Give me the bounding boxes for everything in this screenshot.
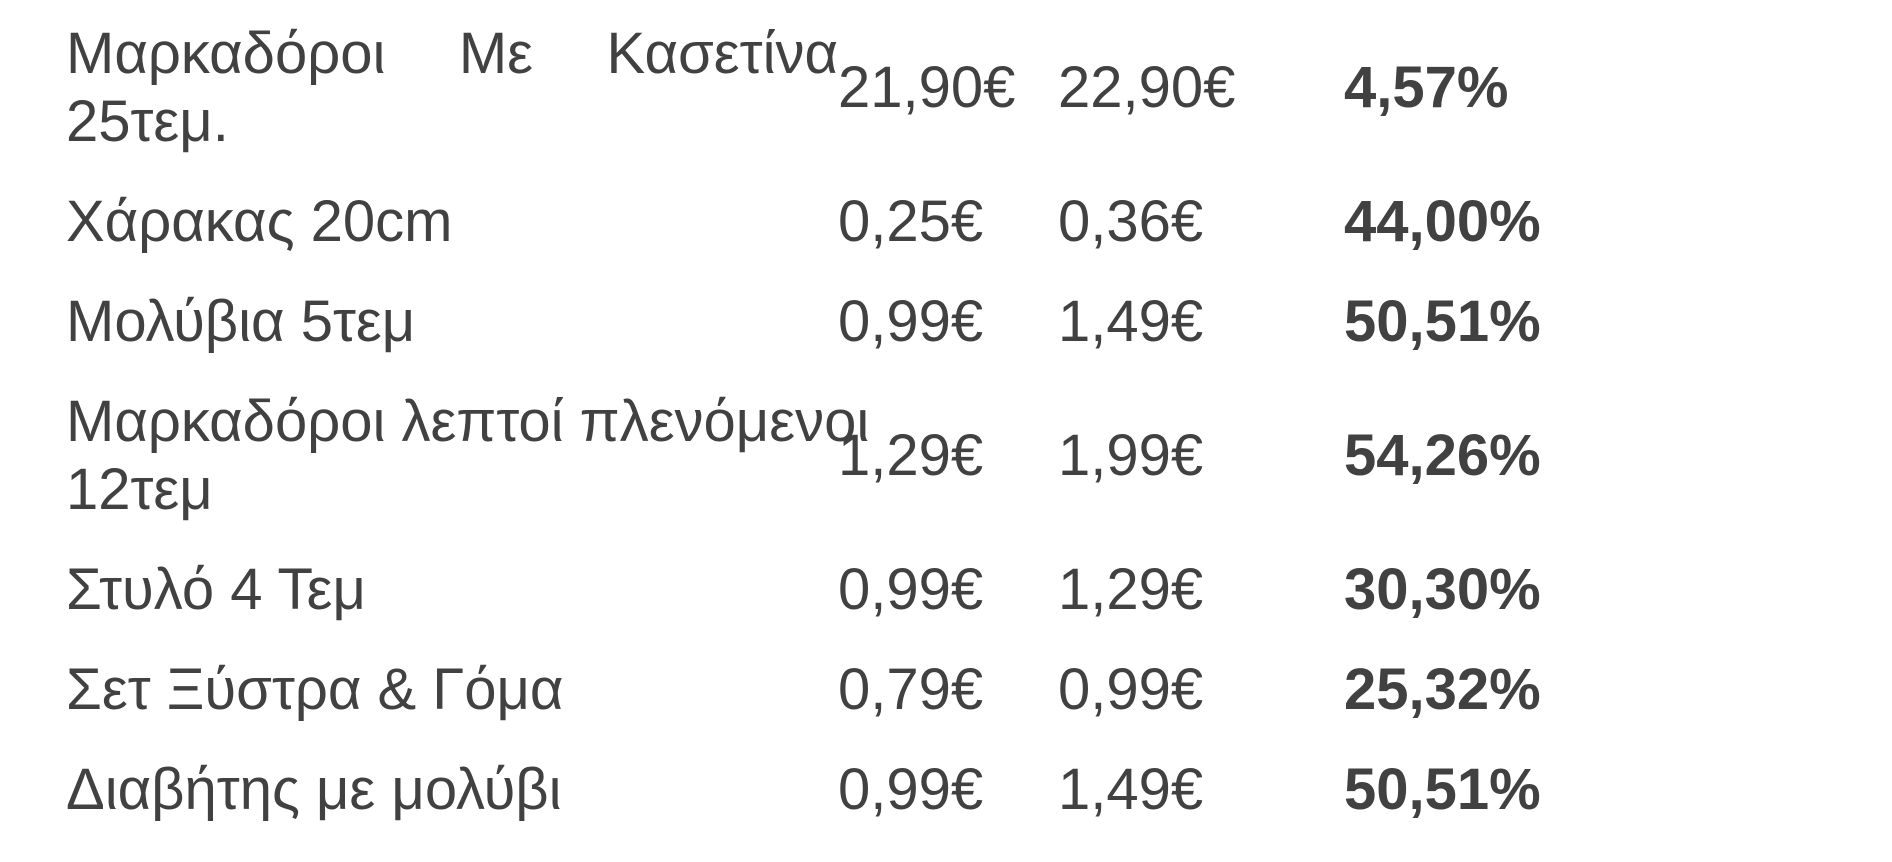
price-b-cell: 22,90€ xyxy=(1058,55,1236,120)
product-name-line: 25τεμ. xyxy=(66,89,229,154)
price-a-cell: 0,99€ xyxy=(838,757,984,822)
product-name-cell: Διαβήτης με μολύβι xyxy=(66,740,838,840)
product-name-line: 12τεμ xyxy=(66,457,213,522)
price-b-cell: 0,36€ xyxy=(1058,189,1204,254)
table-row: Μαρκαδόροι λεπτοί πλενόμενοι 12τεμ 1,29€ … xyxy=(66,372,1892,540)
price-b-cell: 1,29€ xyxy=(1058,557,1204,622)
price-a-cell: 0,99€ xyxy=(838,289,984,354)
price-a-cell: 0,99€ xyxy=(838,557,984,622)
percent-cell: 44,00% xyxy=(1344,189,1541,254)
table-row: Χάρακας 20cm 0,25€ 0,36€ 44,00% xyxy=(66,172,1892,272)
product-name-line: Σετ Ξύστρα & Γόμα xyxy=(66,657,564,722)
product-name-cell: Χάρακας 20cm xyxy=(66,172,838,272)
percent-cell: 54,26% xyxy=(1344,423,1541,488)
table-row: Σετ Ξύστρα & Γόμα 0,79€ 0,99€ 25,32% xyxy=(66,640,1892,740)
price-b-cell: 0,99€ xyxy=(1058,657,1204,722)
product-name-cell: Στυλό 4 Τεμ xyxy=(66,540,838,640)
price-b-cell: 1,49€ xyxy=(1058,757,1204,822)
product-name-line: Μαρκαδόροι Με Κασετίνα xyxy=(66,21,838,86)
percent-cell: 25,32% xyxy=(1344,657,1541,722)
table-row: Μολύβια 5τεμ 0,99€ 1,49€ 50,51% xyxy=(66,272,1892,372)
price-a-cell: 0,79€ xyxy=(838,657,984,722)
product-name-line: Στυλό 4 Τεμ xyxy=(66,557,366,622)
product-name-line: Διαβήτης με μολύβι xyxy=(66,757,562,822)
product-name-line: Χάρακας 20cm xyxy=(66,189,453,254)
product-name-cell: Μαρκαδόροι λεπτοί πλενόμενοι 12τεμ xyxy=(66,372,870,540)
price-a-cell: 1,29€ xyxy=(838,423,984,488)
price-a-cell: 0,25€ xyxy=(838,189,984,254)
product-name-cell: Μολύβια 5τεμ xyxy=(66,272,838,372)
product-name-line: Μολύβια 5τεμ xyxy=(66,289,416,354)
percent-cell: 4,57% xyxy=(1344,55,1509,120)
price-a-cell: 21,90€ xyxy=(838,55,1016,120)
table-row: Διαβήτης με μολύβι 0,99€ 1,49€ 50,51% xyxy=(66,740,1892,840)
table-row: Στυλό 4 Τεμ 0,99€ 1,29€ 30,30% xyxy=(66,540,1892,640)
percent-cell: 50,51% xyxy=(1344,757,1541,822)
table-row: Μαρκαδόροι Με Κασετίνα 25τεμ. 21,90€ 22,9… xyxy=(66,4,1892,172)
product-name-cell: Μαρκαδόροι Με Κασετίνα 25τεμ. xyxy=(66,4,838,172)
price-b-cell: 1,99€ xyxy=(1058,423,1204,488)
price-b-cell: 1,49€ xyxy=(1058,289,1204,354)
product-name-line: Μαρκαδόροι λεπτοί πλενόμενοι xyxy=(66,389,870,454)
table-body: Μαρκαδόροι Με Κασετίνα 25τεμ. 21,90€ 22,9… xyxy=(66,4,1892,840)
price-comparison-table: Μαρκαδόροι Με Κασετίνα 25τεμ. 21,90€ 22,9… xyxy=(66,4,1892,840)
percent-cell: 30,30% xyxy=(1344,557,1541,622)
percent-cell: 50,51% xyxy=(1344,289,1541,354)
product-name-cell: Σετ Ξύστρα & Γόμα xyxy=(66,640,838,740)
